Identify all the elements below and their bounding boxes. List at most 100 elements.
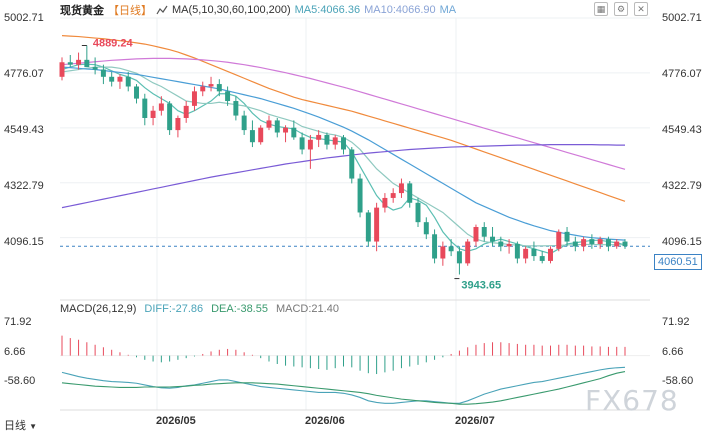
period-tab[interactable]: 日线 ▼: [4, 420, 37, 432]
candle: [100, 64, 106, 85]
candle: [134, 84, 139, 104]
candle: [84, 45, 90, 68]
candle: [456, 246, 462, 275]
ma-line-ma60: [61, 35, 626, 202]
macd-label[interactable]: MACD(26,12,9): [60, 303, 137, 315]
ma-indicator-label[interactable]: MA(5,10,30,60,100,200): [172, 4, 291, 16]
candle: [465, 239, 471, 266]
candle-body: [456, 251, 462, 264]
candle-body: [100, 69, 106, 77]
candle-body: [142, 98, 148, 118]
candle-body: [605, 239, 611, 247]
watermark-logo: FX678: [585, 384, 679, 417]
candle-body: [283, 127, 289, 133]
ma-more-value: MA: [439, 4, 457, 16]
indicator-icon[interactable]: [156, 4, 168, 16]
candle: [249, 120, 255, 148]
candle: [241, 110, 247, 135]
candle: [523, 246, 529, 264]
candle-body: [307, 139, 313, 150]
candle-body: [233, 101, 239, 116]
candle-body: [117, 76, 123, 82]
dea-value: DEA:-38.55: [211, 303, 268, 315]
candle: [564, 227, 570, 247]
candle-body: [225, 91, 231, 102]
candle-body: [109, 76, 115, 82]
candle-body: [398, 183, 404, 194]
candle: [531, 241, 537, 261]
candle-body: [208, 84, 214, 87]
candle-body: [316, 134, 322, 140]
candle-body: [291, 127, 297, 138]
candle-body: [432, 234, 438, 259]
candle: [548, 246, 553, 264]
candle: [92, 57, 98, 75]
candle: [109, 71, 115, 87]
settings-icon[interactable]: ⚙: [614, 2, 628, 16]
macd-value: MACD:21.40: [275, 303, 339, 315]
candle: [208, 76, 214, 92]
candle-body: [465, 241, 471, 264]
candle: [158, 96, 164, 116]
candle: [76, 52, 82, 70]
candle-body: [158, 103, 164, 111]
candle-body: [249, 130, 255, 143]
period-selector[interactable]: 【日线】: [108, 5, 152, 17]
y-tick-left-4776: 4776.07: [4, 68, 44, 80]
candle: [150, 105, 156, 126]
candle: [605, 236, 611, 252]
candle-body: [490, 236, 496, 242]
candle-body: [191, 91, 197, 106]
candle-body: [407, 183, 413, 203]
candle: [365, 210, 371, 247]
candle: [498, 236, 504, 252]
candle: [622, 239, 628, 249]
chart-tools: ▦ ⚙ ✕: [594, 2, 648, 16]
candle-body: [341, 137, 346, 150]
symbol-name: 现货黄金: [60, 5, 104, 17]
ma10-value: MA10:4066.90: [364, 4, 436, 16]
candle: [390, 188, 396, 203]
candle-body: [556, 231, 562, 249]
candle-body: [324, 134, 330, 145]
candle: [200, 81, 206, 97]
candle-body: [357, 178, 363, 213]
grid-icon[interactable]: ▦: [594, 2, 608, 16]
candle-body: [332, 137, 338, 145]
candle: [167, 101, 173, 135]
current-price-box: 4060.51: [654, 254, 702, 270]
candle: [556, 229, 562, 252]
candle-body: [382, 197, 388, 208]
candle-body: [216, 84, 222, 92]
macd-header: MACD(26,12,9) DIFF:-27.86 DEA:-38.55 MAC…: [60, 303, 339, 315]
candle-body: [365, 212, 371, 242]
candle: [589, 234, 595, 249]
close-icon[interactable]: ✕: [634, 2, 648, 16]
candle: [415, 197, 421, 228]
candle-body: [523, 248, 529, 259]
candle: [490, 227, 496, 247]
candle: [514, 241, 520, 264]
candle: [597, 236, 603, 249]
candle-body: [134, 86, 139, 99]
annotation-low: 3943.65: [461, 280, 501, 292]
candle-body: [506, 243, 512, 247]
macd-tick-left-58: -58.60: [4, 375, 36, 387]
candle: [299, 132, 305, 155]
y-tick-left-4322: 4322.79: [4, 180, 44, 192]
candle: [183, 101, 189, 123]
candle: [357, 173, 363, 218]
ma-line-ma200: [61, 144, 625, 209]
candle: [440, 241, 446, 266]
y-tick-4776: 4776.07: [662, 68, 702, 80]
candle-body: [150, 110, 156, 118]
ma-line-ma30: [61, 66, 626, 241]
candle-body: [597, 239, 603, 244]
y-tick-5002: 5002.71: [662, 12, 702, 24]
chart-header: 现货黄金 【日线】 MA(5,10,30,60,100,200) MA5:406…: [60, 2, 456, 18]
candle-body: [349, 149, 355, 179]
candle: [382, 193, 388, 213]
ma-line-ma5: [61, 63, 626, 255]
candle: [307, 134, 313, 169]
